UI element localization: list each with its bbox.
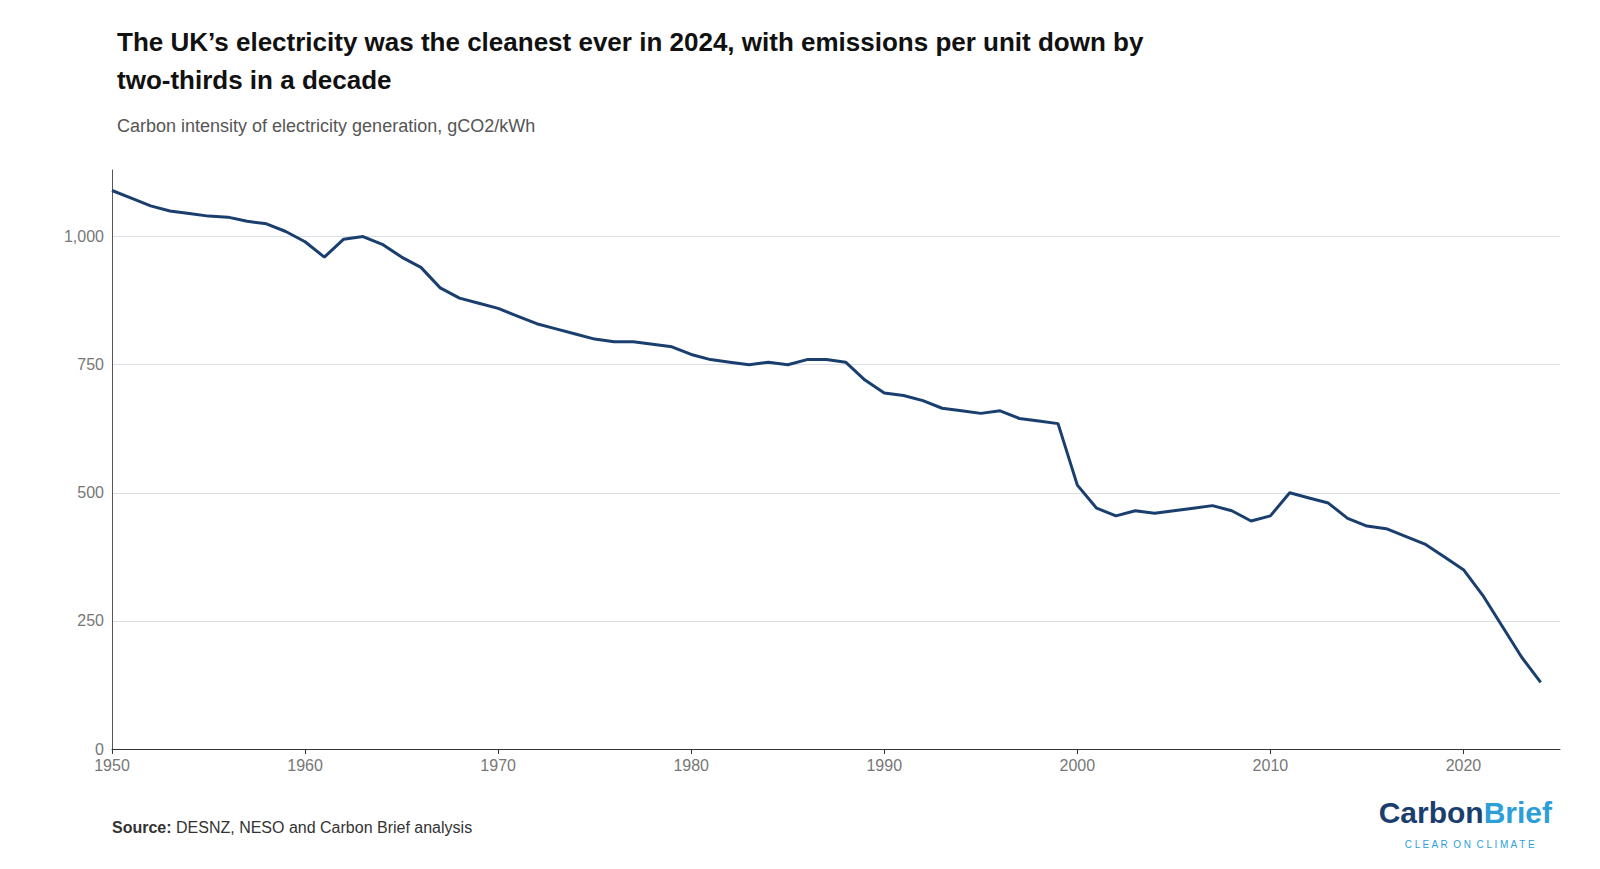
svg-text:2020: 2020 [1446, 757, 1482, 774]
svg-text:1960: 1960 [287, 757, 323, 774]
svg-text:1980: 1980 [673, 757, 709, 774]
svg-text:500: 500 [77, 484, 104, 501]
svg-text:Brief: Brief [1484, 796, 1553, 829]
svg-text:Source:: Source: [112, 819, 172, 836]
svg-text:two-thirds in a decade: two-thirds in a decade [117, 65, 392, 95]
svg-text:1990: 1990 [866, 757, 902, 774]
svg-text:Carbon: Carbon [1379, 796, 1484, 829]
svg-text:0: 0 [95, 741, 104, 758]
svg-text:Carbon intensity of electricit: Carbon intensity of electricity generati… [117, 116, 535, 136]
svg-text:2000: 2000 [1060, 757, 1096, 774]
svg-text:DESNZ, NESO and Carbon Brief a: DESNZ, NESO and Carbon Brief analysis [172, 819, 473, 836]
svg-text:C L E A R O N C L I M A T E: C L E A R O N C L I M A T E [1405, 839, 1535, 850]
svg-text:750: 750 [77, 356, 104, 373]
svg-text:The UK’s electricity was the c: The UK’s electricity was the cleanest ev… [117, 27, 1144, 57]
svg-text:250: 250 [77, 612, 104, 629]
svg-text:1950: 1950 [94, 757, 130, 774]
svg-text:1,000: 1,000 [64, 228, 104, 245]
svg-text:1970: 1970 [480, 757, 516, 774]
svg-text:2010: 2010 [1253, 757, 1289, 774]
